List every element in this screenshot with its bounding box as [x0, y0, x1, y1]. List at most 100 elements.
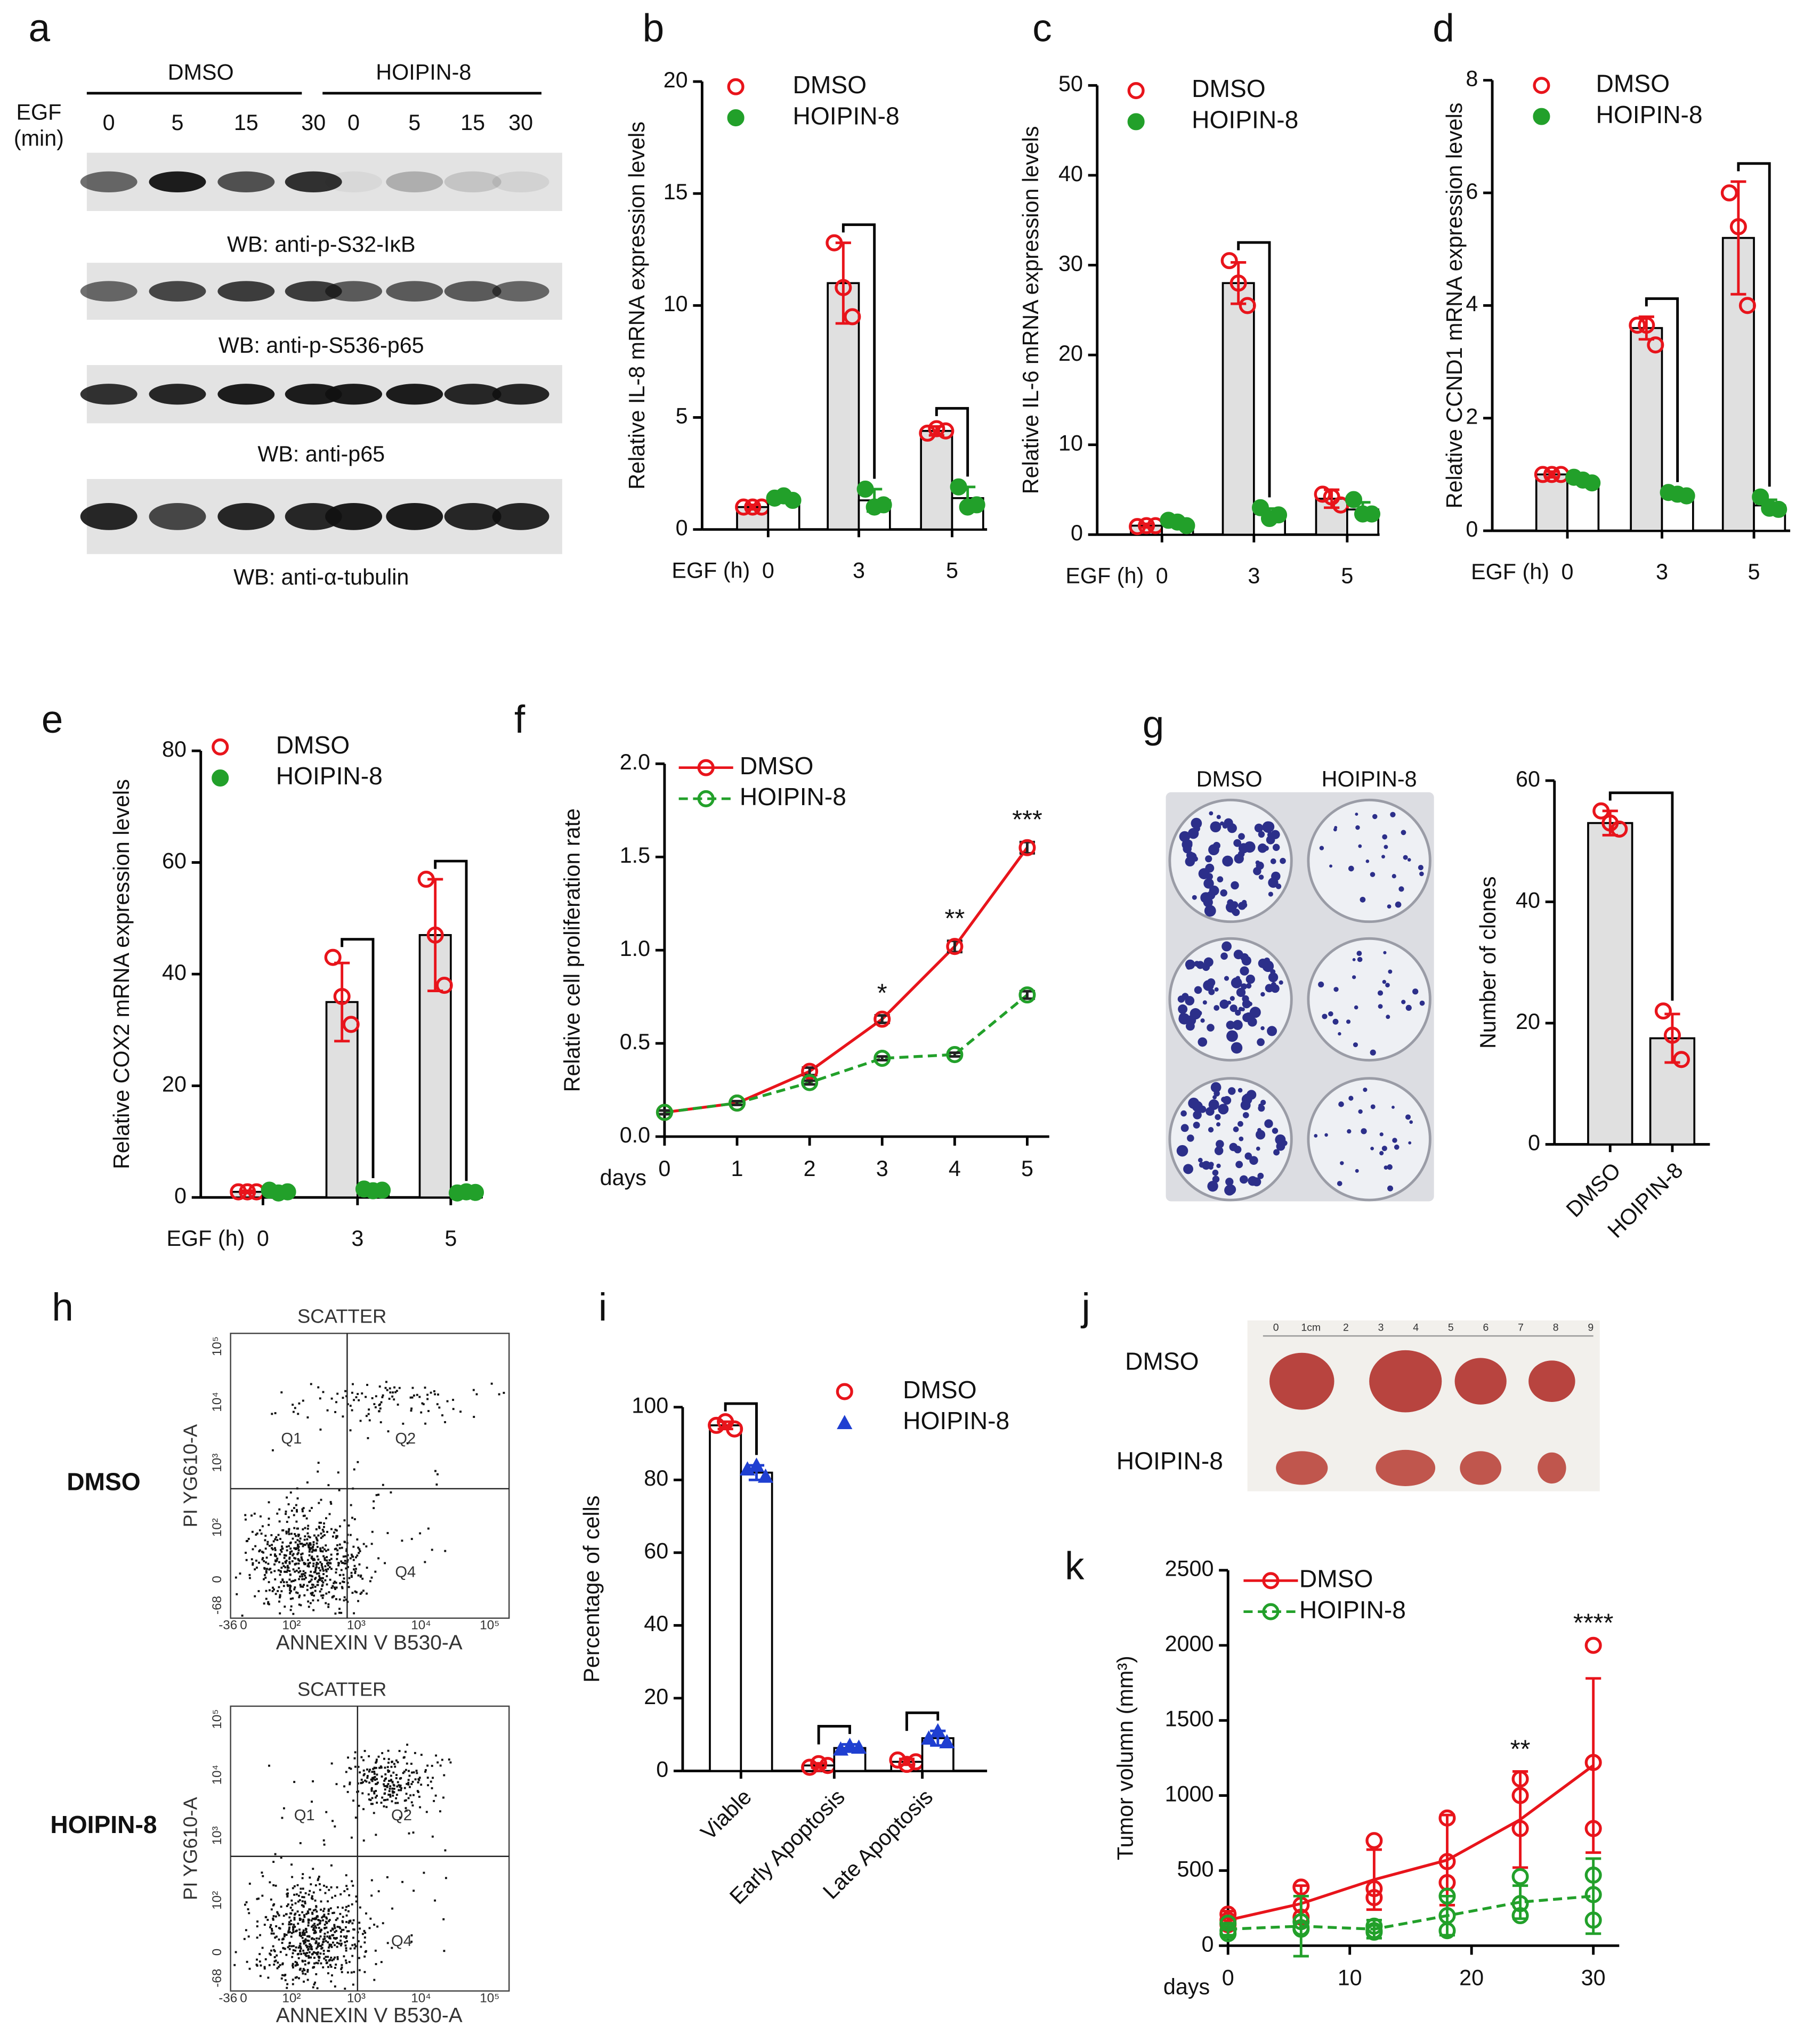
event-dot	[289, 1590, 292, 1592]
event-dot	[308, 1546, 311, 1548]
event-dot	[245, 1929, 247, 1932]
event-dot	[306, 1481, 309, 1483]
marker	[1262, 1603, 1280, 1620]
event-dot	[331, 1596, 334, 1599]
event-dot	[345, 1885, 348, 1887]
event-dot	[268, 1764, 270, 1767]
event-dot	[298, 1933, 301, 1935]
event-dot	[312, 1543, 315, 1546]
event-dot	[309, 1544, 312, 1546]
event-dot	[313, 1594, 316, 1597]
x-tick-label: 20	[1459, 1965, 1484, 1990]
event-dot	[282, 1937, 285, 1940]
event-dot	[302, 1573, 305, 1575]
event-dot	[403, 1770, 406, 1773]
event-dot	[279, 1594, 281, 1596]
event-dot	[419, 1532, 422, 1535]
x-tick-label: 5	[1748, 560, 1760, 584]
event-dot	[376, 1802, 378, 1804]
event-dot	[354, 1817, 357, 1819]
marker	[851, 1739, 867, 1754]
event-dot	[311, 1555, 313, 1558]
event-dot	[360, 1945, 362, 1948]
event-dot	[347, 1586, 350, 1588]
event-dot	[371, 1803, 374, 1805]
marker	[739, 1461, 756, 1475]
event-dot	[336, 1886, 338, 1888]
event-dot	[444, 1550, 447, 1552]
flow-title: SCATTER	[297, 1678, 386, 1700]
colony	[1257, 1038, 1265, 1047]
event-dot	[258, 1960, 261, 1963]
event-dot	[295, 1504, 297, 1506]
event-dot	[311, 1801, 313, 1803]
event-dot	[294, 1579, 296, 1582]
event-dot	[338, 1611, 341, 1614]
colony	[1205, 863, 1215, 873]
event-dot	[337, 1471, 339, 1474]
event-dot	[386, 1785, 389, 1787]
event-dot	[311, 1895, 313, 1898]
event-dot	[363, 1955, 366, 1958]
colony	[1382, 834, 1388, 840]
event-dot	[307, 1525, 310, 1527]
event-dot	[275, 1555, 277, 1558]
event-dot	[318, 1521, 321, 1524]
colony	[1202, 1000, 1207, 1005]
blot-label: WB: anti-p65	[257, 442, 385, 466]
event-dot	[257, 1590, 260, 1592]
event-dot	[343, 1935, 345, 1938]
event-dot	[310, 1383, 312, 1385]
event-dot	[420, 1754, 423, 1756]
event-dot	[345, 1961, 347, 1964]
colony	[1387, 904, 1392, 909]
x-tick-label: 1	[731, 1156, 743, 1181]
event-dot	[279, 1595, 281, 1598]
event-dot	[278, 1508, 281, 1511]
event-dot	[351, 1944, 354, 1947]
event-dot	[390, 1765, 393, 1768]
colony	[1383, 951, 1387, 954]
legend-label: DMSO	[1299, 1564, 1373, 1592]
event-dot	[293, 1916, 296, 1919]
event-dot	[317, 1386, 320, 1389]
event-dot	[303, 1980, 305, 1983]
event-dot	[259, 1975, 262, 1977]
event-dot	[308, 1550, 311, 1553]
event-dot	[390, 1774, 392, 1777]
event-dot	[357, 1546, 360, 1549]
event-dot	[289, 1547, 292, 1550]
colony	[1244, 841, 1256, 853]
event-dot	[254, 1595, 256, 1598]
marker	[417, 870, 435, 888]
x-tick-label: 5	[444, 1226, 457, 1251]
colony	[1271, 984, 1280, 993]
colony	[1216, 1140, 1224, 1148]
event-dot	[313, 1918, 316, 1920]
marker	[1292, 1878, 1310, 1896]
event-dot	[293, 1918, 296, 1921]
event-dot	[263, 1578, 265, 1580]
event-dot	[294, 1407, 296, 1409]
event-dot	[348, 1577, 351, 1579]
event-dot	[386, 1798, 389, 1801]
event-dot	[390, 1491, 392, 1494]
event-dot	[421, 1402, 424, 1405]
condition-label: HOIPIN-8	[50, 1811, 157, 1838]
event-dot	[289, 1907, 292, 1909]
event-dot	[325, 1550, 327, 1552]
marker	[898, 1756, 916, 1773]
colony	[1192, 895, 1197, 900]
event-dot	[335, 1568, 338, 1571]
event-dot	[439, 1764, 442, 1767]
event-dot	[284, 1979, 287, 1982]
event-dot	[314, 1569, 317, 1571]
event-dot	[403, 1756, 406, 1758]
event-dot	[288, 1533, 290, 1535]
event-dot	[325, 1916, 328, 1919]
event-dot	[280, 1856, 282, 1859]
event-dot	[312, 1780, 314, 1782]
blot-band	[217, 502, 275, 530]
event-dot	[341, 1586, 343, 1588]
event-dot	[317, 1534, 320, 1537]
